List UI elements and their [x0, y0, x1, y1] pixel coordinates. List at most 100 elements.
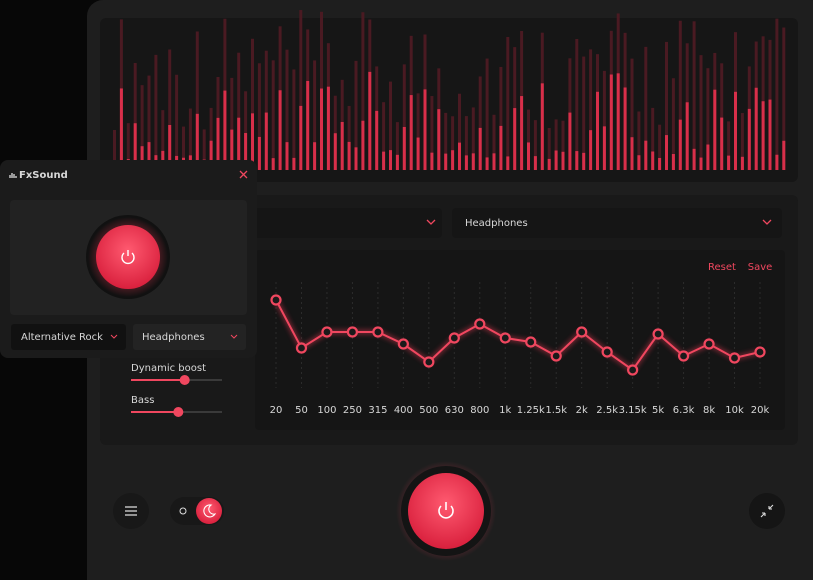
spectrum-bar — [568, 112, 572, 170]
spectrum-bar — [423, 89, 427, 170]
band-label: 250 — [343, 405, 362, 416]
spectrum-shadow — [168, 49, 172, 170]
spectrum-shadow — [602, 70, 606, 170]
band-label: 400 — [394, 405, 413, 416]
spectrum — [113, 10, 786, 171]
spectrum-shadow — [692, 21, 696, 170]
spectrum-bar — [230, 129, 234, 170]
spectrum-bar — [375, 110, 379, 170]
spectrum-shadow — [147, 75, 151, 170]
spectrum-shadow — [202, 129, 206, 170]
spectrum-shadow — [333, 95, 337, 170]
spectrum-bar — [616, 73, 620, 170]
spectrum-shadow — [451, 116, 455, 170]
spectrum-shadow — [188, 108, 192, 170]
spectrum-bar — [720, 117, 724, 170]
spectrum-bar — [209, 140, 213, 170]
spectrum-bar — [133, 123, 137, 170]
spectrum-shadow — [740, 113, 744, 170]
spectrum-shadow — [395, 122, 399, 170]
spectrum-shadow — [271, 60, 275, 171]
band-label: 1.5k — [545, 405, 567, 416]
band-label: 100 — [317, 405, 336, 416]
spectrum-bar — [520, 96, 524, 170]
spectrum-bar — [347, 141, 351, 170]
spectrum-bar — [630, 137, 634, 170]
spectrum-shadow — [575, 38, 579, 170]
spectrum-shadow — [506, 36, 510, 170]
eq-point — [397, 338, 409, 350]
spectrum-bar — [223, 90, 227, 170]
effect-label: Bass — [131, 395, 154, 406]
spectrum-bar — [340, 121, 344, 170]
spectrum-bar — [478, 127, 482, 170]
minimize-icon — [760, 504, 774, 518]
slider-knob — [179, 375, 190, 385]
slider-fill — [131, 379, 185, 381]
spectrum-bar — [527, 142, 530, 170]
spectrum-shadow — [533, 120, 537, 170]
spectrum-bar — [547, 158, 551, 170]
sun-icon — [179, 507, 187, 515]
spectrum-bar — [699, 157, 703, 170]
band-label: 10k — [725, 405, 744, 416]
spectrum-bar — [195, 113, 199, 170]
spectrum-shadow — [175, 74, 179, 170]
output-dropdown[interactable] — [452, 208, 782, 238]
spectrum-shadow — [651, 107, 655, 170]
close-button[interactable] — [239, 170, 248, 179]
spectrum-bar — [678, 119, 682, 170]
spectrum-bar — [554, 150, 558, 170]
spectrum-bar — [513, 108, 517, 170]
spectrum-bar — [395, 154, 399, 170]
mini-power-button[interactable] — [96, 225, 160, 289]
spectrum-shadow — [237, 52, 241, 171]
spectrum-shadow — [230, 77, 234, 170]
spectrum-shadow — [209, 107, 213, 170]
spectrum-shadow — [699, 55, 703, 170]
spectrum-shadow — [644, 46, 648, 171]
band-label: 315 — [368, 405, 387, 416]
spectrum-bar — [651, 151, 655, 170]
spectrum-bar — [237, 117, 241, 170]
mini-output-label: Headphones — [142, 332, 205, 343]
reset-button[interactable]: Reset — [708, 262, 736, 273]
logo-icon — [9, 173, 17, 178]
chevron — [426, 219, 436, 225]
effects: Dynamic boost Bass — [131, 363, 222, 417]
spectrum-shadow — [464, 116, 468, 170]
power-button[interactable] — [408, 473, 484, 549]
spectrum-bar — [540, 83, 544, 170]
mini-output-dropdown[interactable] — [133, 324, 246, 350]
chevron — [230, 334, 238, 339]
spectrum-bar — [665, 135, 668, 170]
spectrum-bar — [658, 157, 662, 170]
spectrum-shadow — [161, 110, 165, 170]
spectrum-bar — [292, 157, 296, 170]
preset-dropdown[interactable] — [240, 208, 442, 238]
eq-point — [295, 342, 308, 354]
band-label: 1k — [499, 405, 511, 416]
spectrum-shadow — [630, 58, 634, 170]
spectrum-shadow — [416, 93, 420, 170]
spectrum-bar — [706, 144, 710, 170]
spectrum-bar — [409, 95, 413, 170]
spectrum-bar — [168, 125, 172, 170]
save-button[interactable]: Save — [748, 262, 773, 273]
spectrum-shadow — [154, 54, 158, 171]
minimize-button[interactable] — [749, 493, 785, 529]
band-label: 5k — [652, 405, 664, 416]
output-label: Headphones — [465, 218, 528, 229]
band-label: 1.25k — [517, 405, 545, 416]
spectrum-bar — [464, 155, 468, 170]
spectrum-shadow — [671, 78, 675, 170]
mini-preset-dropdown[interactable] — [11, 324, 126, 350]
spectrum-shadow — [402, 64, 406, 170]
eq-point — [627, 364, 639, 376]
spectrum-bar — [147, 142, 151, 170]
spectrum-bar — [768, 99, 772, 170]
spectrum-bar — [458, 142, 461, 170]
spectrum-shadow — [554, 119, 558, 170]
moon-icon — [203, 504, 217, 518]
